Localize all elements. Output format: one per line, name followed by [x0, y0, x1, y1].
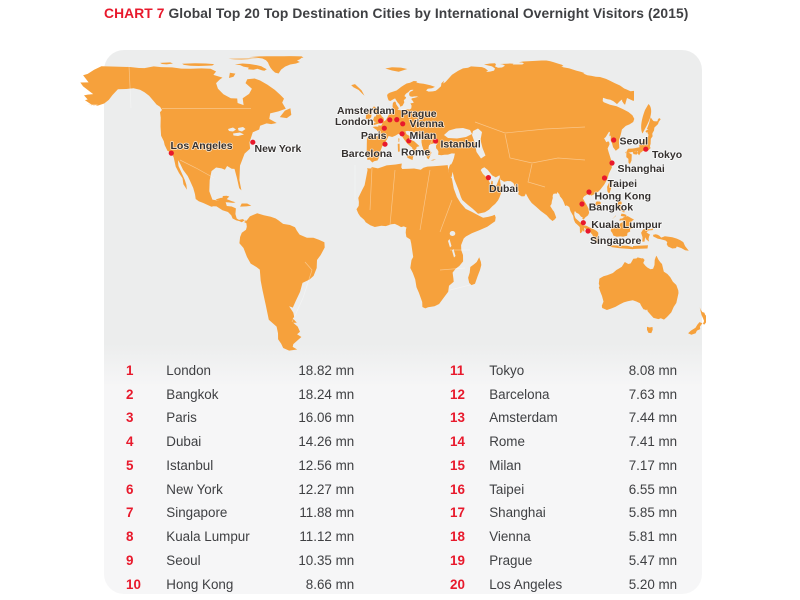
svg-text:Prague: Prague — [401, 108, 437, 120]
svg-text:Barcelona: Barcelona — [341, 148, 392, 160]
svg-text:Bangkok: Bangkok — [589, 202, 634, 214]
svg-text:Shanghai: Shanghai — [618, 163, 665, 175]
svg-text:Milan: Milan — [410, 130, 437, 142]
svg-text:Paris: Paris — [361, 130, 387, 142]
svg-text:Rome: Rome — [401, 147, 430, 159]
svg-text:Los Angeles: Los Angeles — [171, 140, 233, 152]
svg-text:Istanbul: Istanbul — [441, 139, 481, 151]
svg-text:New York: New York — [255, 143, 302, 155]
svg-text:Dubai: Dubai — [489, 183, 518, 195]
svg-text:Vienna: Vienna — [410, 118, 444, 130]
svg-text:Kuala Lumpur: Kuala Lumpur — [591, 219, 662, 231]
svg-text:Amsterdam: Amsterdam — [337, 105, 395, 117]
svg-text:London: London — [335, 116, 373, 128]
svg-text:Tokyo: Tokyo — [652, 149, 682, 161]
svg-text:Seoul: Seoul — [620, 136, 649, 148]
svg-text:Taipei: Taipei — [608, 178, 638, 190]
svg-text:Hong Kong: Hong Kong — [595, 191, 652, 203]
svg-text:Singapore: Singapore — [590, 235, 642, 247]
